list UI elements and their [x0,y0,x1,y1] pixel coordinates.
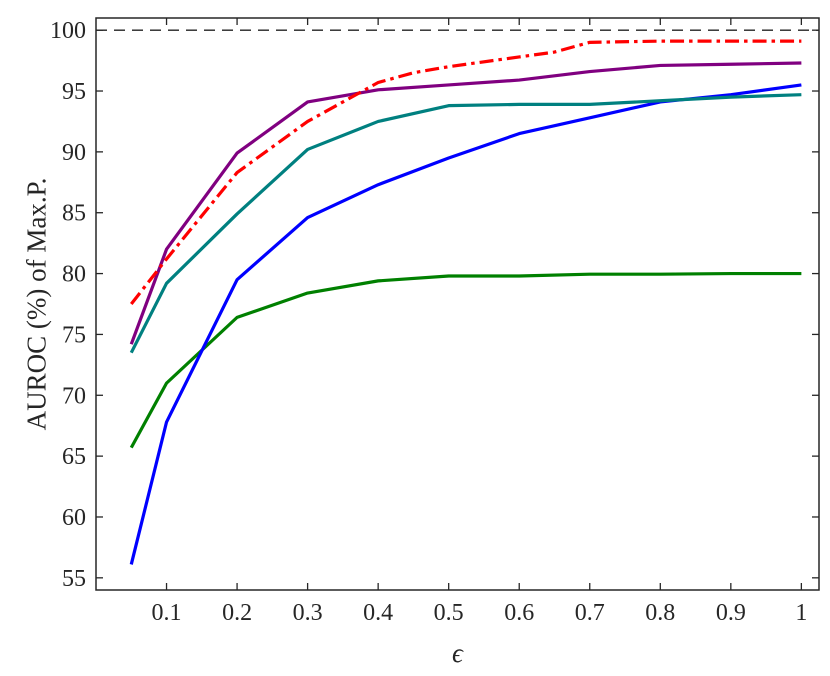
series-line-4 [130,39,802,305]
tick-layer: 0.1 0.2 0.3 0.4 0.5 0.6 0.7 0.8 0.9 1 55 60 65 70 75 80… [50,18,819,626]
x-tick-label: 1 [795,600,807,626]
plot-frame [95,17,820,591]
series-layer [96,29,819,565]
y-tick-label: 90 [62,140,86,166]
series-line-3 [129,61,802,345]
y-tick-label: 65 [62,444,86,470]
x-axis-label: ϵ [452,638,464,668]
x-tick-label: 0.7 [575,600,605,626]
x-tick-label: 0.2 [222,600,252,626]
y-tick-label: 80 [62,262,86,288]
series-line-2 [129,93,802,354]
y-tick-label: 75 [62,322,86,348]
y-tick-label: 55 [62,566,86,592]
y-tick-label: 85 [62,201,86,227]
x-tick-label: 0.6 [504,600,534,626]
x-tick-label: 0.5 [434,600,464,626]
series-line-0 [129,271,802,449]
x-tick-label: 0.1 [152,600,182,626]
x-tick-label: 0.8 [645,600,675,626]
x-tick-label: 0.4 [363,600,393,626]
series-line-1 [129,83,802,565]
x-tick-label: 0.3 [293,600,323,626]
x-tick-label: 0.9 [716,600,746,626]
y-tick-label: 95 [62,79,86,105]
y-tick-label: 100 [50,18,86,44]
y-axis-label: AUROC (%) of Max.P. [21,178,51,431]
y-tick-label: 70 [62,383,86,409]
y-tick-label: 60 [62,505,86,531]
